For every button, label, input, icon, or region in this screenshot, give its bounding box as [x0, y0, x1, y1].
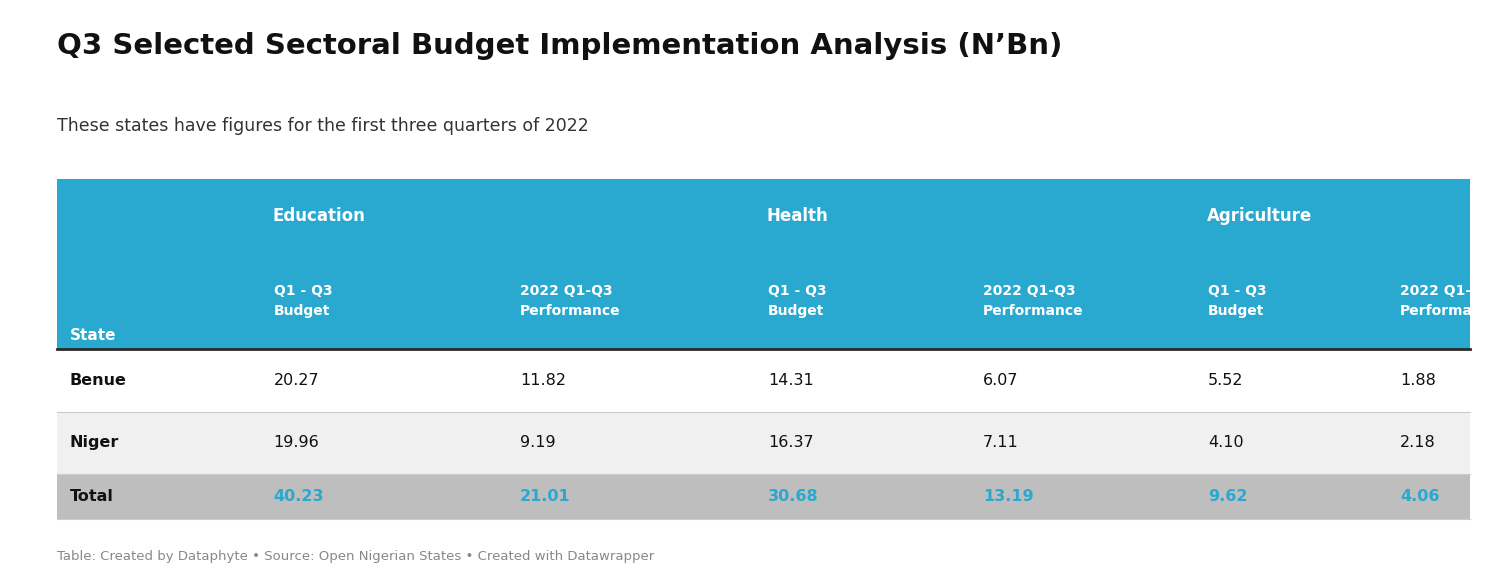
Text: 4.10: 4.10: [1208, 435, 1244, 451]
Text: Q3 Selected Sectoral Budget Implementation Analysis (N’Bn): Q3 Selected Sectoral Budget Implementati…: [57, 32, 1063, 60]
Text: These states have figures for the first three quarters of 2022: These states have figures for the first …: [57, 117, 590, 135]
Bar: [57, 475, 1470, 519]
Text: 4.06: 4.06: [1400, 489, 1439, 504]
Text: 40.23: 40.23: [274, 489, 324, 504]
Text: Education: Education: [272, 207, 364, 225]
Text: 20.27: 20.27: [274, 373, 319, 387]
Text: 14.31: 14.31: [768, 373, 813, 387]
Text: Total: Total: [70, 489, 113, 504]
Text: 30.68: 30.68: [768, 489, 818, 504]
Text: 5.52: 5.52: [1208, 373, 1243, 387]
Text: 2022 Q1-Q3
Performance: 2022 Q1-Q3 Performance: [520, 284, 621, 318]
Text: Q1 - Q3
Budget: Q1 - Q3 Budget: [768, 284, 827, 318]
Text: 19.96: 19.96: [274, 435, 319, 451]
Text: 9.62: 9.62: [1208, 489, 1247, 504]
Text: 21.01: 21.01: [520, 489, 570, 504]
Text: 1.88: 1.88: [1400, 373, 1436, 387]
Text: 16.37: 16.37: [768, 435, 813, 451]
Text: State: State: [70, 328, 116, 343]
Text: 9.19: 9.19: [520, 435, 556, 451]
Text: 13.19: 13.19: [983, 489, 1033, 504]
Text: Benue: Benue: [70, 373, 127, 387]
Text: Q1 - Q3
Budget: Q1 - Q3 Budget: [274, 284, 333, 318]
Text: 2022 Q1-Q3
Performance: 2022 Q1-Q3 Performance: [983, 284, 1084, 318]
Text: 2.18: 2.18: [1400, 435, 1436, 451]
Text: 6.07: 6.07: [983, 373, 1018, 387]
Bar: [57, 411, 1470, 475]
Text: Q1 - Q3
Budget: Q1 - Q3 Budget: [1208, 284, 1267, 318]
Text: Table: Created by Dataphyte • Source: Open Nigerian States • Created with Datawr: Table: Created by Dataphyte • Source: Op…: [57, 550, 655, 563]
Text: Agriculture: Agriculture: [1207, 207, 1312, 225]
Bar: [57, 349, 1470, 411]
Text: Health: Health: [767, 207, 829, 225]
Text: Niger: Niger: [70, 435, 119, 451]
Text: 11.82: 11.82: [520, 373, 565, 387]
Text: 2022 Q1-Q3
Performance: 2022 Q1-Q3 Performance: [1400, 284, 1501, 318]
Bar: [57, 179, 1470, 349]
Text: 7.11: 7.11: [983, 435, 1019, 451]
